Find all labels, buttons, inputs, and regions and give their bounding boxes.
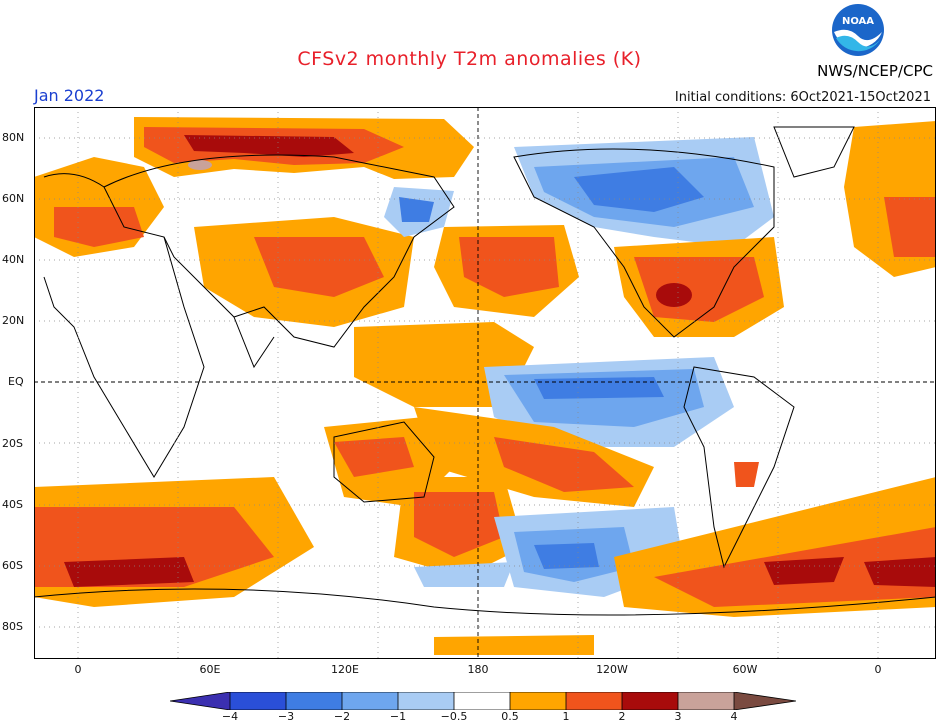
colorbar-label: −4 [221, 710, 239, 723]
reference-lines [34, 107, 936, 659]
colorbar [170, 692, 796, 710]
anomaly-fields [34, 117, 936, 655]
lat-label-60s: 60S [2, 559, 23, 572]
noaa-logo: NOAA [832, 4, 884, 56]
colorbar-label: −1 [389, 710, 407, 723]
lon-label-0: 0 [74, 663, 82, 676]
lat-label-20s: 20S [2, 437, 23, 450]
initial-conditions: Initial conditions: 6Oct2021-15Oct2021 [674, 90, 931, 105]
colorbar-label: 4 [730, 710, 738, 723]
noaa-logo-text: NOAA [842, 16, 874, 27]
lat-label-40s: 40S [2, 498, 23, 511]
continent-outlines [34, 126, 936, 616]
lat-label-40n: 40N [2, 253, 25, 266]
colorbar-arrow-low [170, 692, 230, 710]
lon-label-120w: 120W [596, 663, 628, 676]
colorbar-label: 3 [674, 710, 682, 723]
anomaly-map [34, 107, 936, 659]
colorbar-label: −2 [333, 710, 351, 723]
colorbar-arrow-high [734, 692, 796, 710]
colorbar-label: 0.5 [501, 710, 519, 723]
grid-lines [34, 107, 936, 659]
colorbar-label: −0.5 [440, 710, 468, 723]
lat-label-80n: 80N [2, 131, 25, 144]
lat-label-80s: 80S [2, 620, 23, 633]
lon-label-60e: 60E [199, 663, 221, 676]
lon-label-0-east: 0 [874, 663, 882, 676]
colorbar-label: 2 [618, 710, 626, 723]
map-title: CFSv2 monthly T2m anomalies (K) [297, 48, 642, 70]
lat-label-20n: 20N [2, 314, 25, 327]
lat-label-60n: 60N [2, 192, 25, 205]
agency-label: NWS/NCEP/CPC [817, 62, 933, 80]
forecast-month: Jan 2022 [34, 86, 105, 105]
lon-label-180: 180 [467, 663, 489, 676]
lon-label-60w: 60W [732, 663, 758, 676]
lon-label-120e: 120E [331, 663, 359, 676]
lat-label-eq: EQ [8, 375, 24, 388]
colorbar-label: −3 [277, 710, 295, 723]
colorbar-label: 1 [562, 710, 570, 723]
